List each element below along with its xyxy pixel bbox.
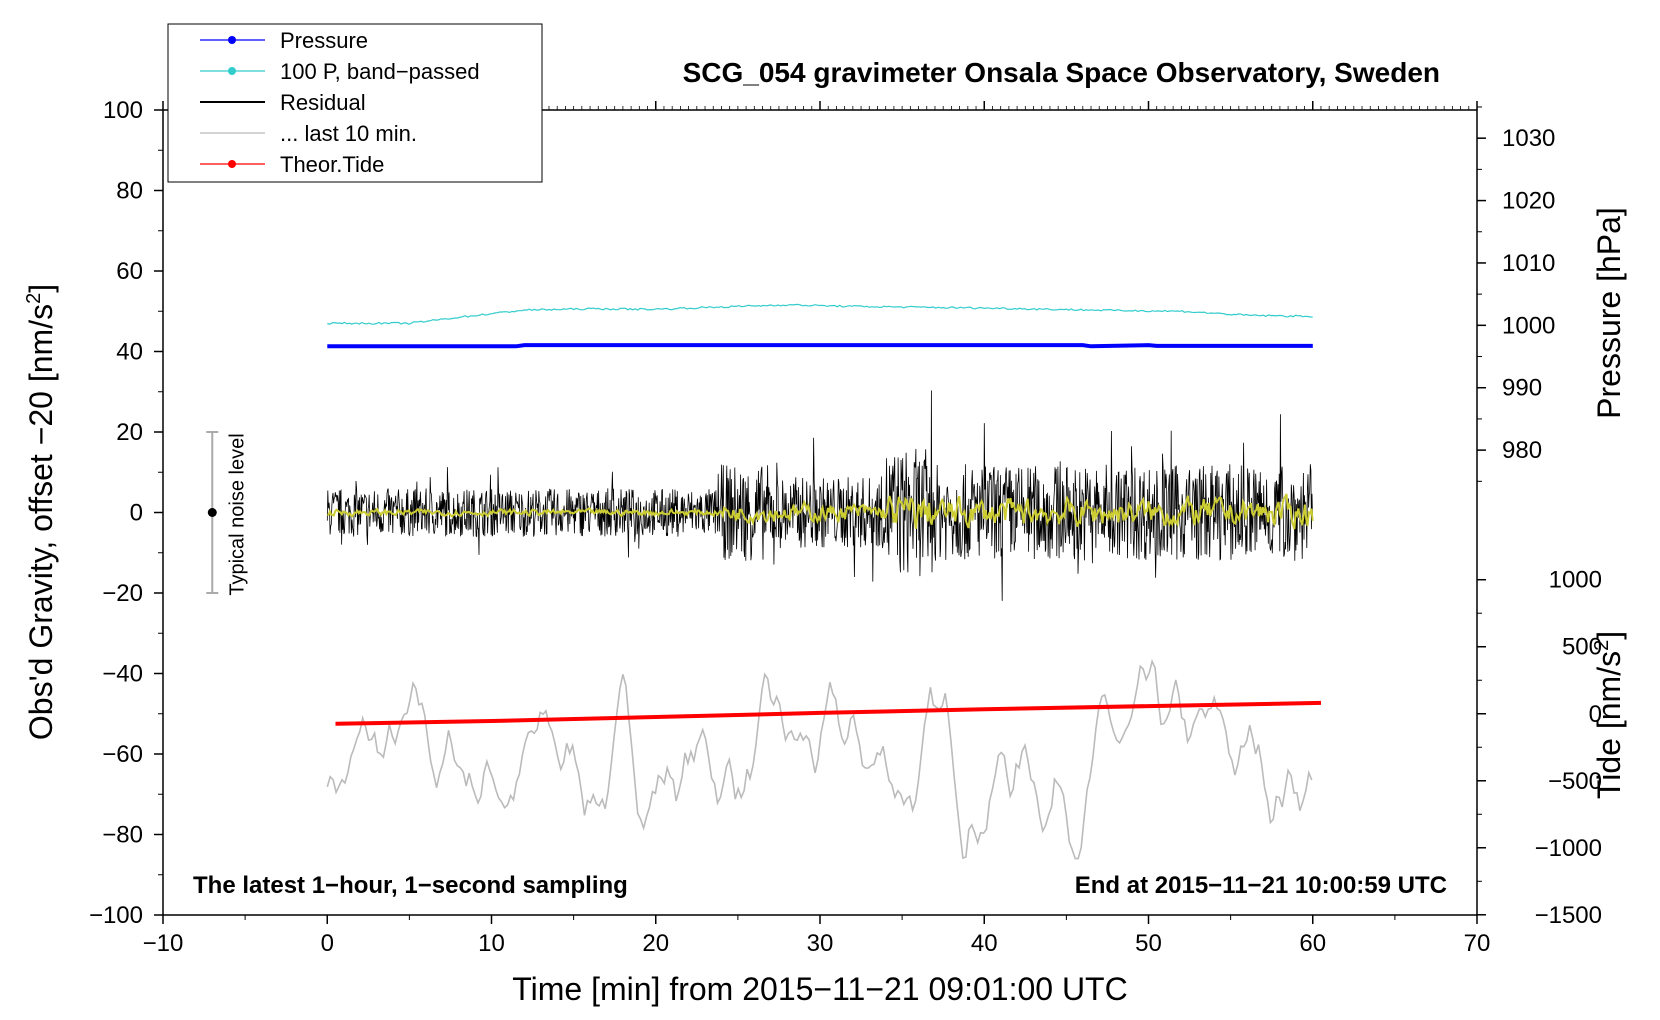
tide-tick-label: 500 [1562,634,1602,661]
legend-label: 100 P, band−passed [280,59,480,84]
y-tick-label: 40 [116,339,143,366]
data-traces [326,303,1322,860]
legend-label: Theor.Tide [280,152,384,177]
legend-label: Residual [280,90,366,115]
x-tick-label: 40 [971,930,998,957]
annotation-sampling: The latest 1−hour, 1−second sampling [193,872,628,899]
noise-level-indicator: Typical noise level [206,431,248,596]
y-tick-label: 80 [116,178,143,205]
x-tick-label: 20 [642,930,669,957]
legend-marker [228,67,236,75]
series-residual-smoothed [327,493,1314,530]
x-tick-label: 10 [478,930,505,957]
y-axis-label-left-text: Obs'd Gravity, offset −20 [nm/s [23,304,59,740]
legend-marker [228,36,236,44]
y-tick-label: 100 [103,97,143,124]
x-tick-label: 60 [1299,930,1326,957]
noise-level-label: Typical noise level [226,433,248,595]
y-tick-label: 20 [116,419,143,446]
tide-tick-label: 1000 [1549,567,1602,594]
legend: Pressure 100 P, band−passed Residual ... la… [167,23,543,183]
y-axis-label-tide-superscript: 2 [1591,640,1613,651]
noise-bar-center-dot [207,508,217,517]
x-tick-label: −10 [143,930,184,957]
pressure-tick-label: 980 [1502,437,1542,464]
y-tick-label: −100 [89,902,143,929]
series-band-passed-pressure [327,303,1313,325]
legend-label: Pressure [280,28,368,53]
y-axis-label-left-superscript: 2 [23,293,45,304]
legend-label: ... last 10 min. [280,121,417,146]
y-axis-label-tide: Tide [nm/s2] [1591,631,1627,799]
tide-tick-label: −500 [1548,768,1602,795]
tide-tick-label: −1000 [1535,835,1602,862]
axis-tick-labels: −10 0 10 20 30 40 50 60 70100806040200−20−40−60−… [89,97,1602,957]
y-axis-label-tide-end: ] [1591,631,1627,640]
x-axis-label: Time [min] from 2015−11−21 09:01:00 UTC [512,971,1127,1007]
pressure-tick-label: 1030 [1502,125,1555,152]
y-tick-label: −80 [102,822,143,849]
pressure-tick-label: 1020 [1502,188,1555,215]
legend-marker [228,160,236,168]
y-axis-label-pressure: Pressure [hPa] [1591,207,1627,419]
pressure-tick-label: 1000 [1502,312,1555,339]
chart-title: SCG_054 gravimeter Onsala Space Observat… [683,57,1440,88]
pressure-tick-label: 990 [1502,375,1542,402]
y-axis-label-left: Obs'd Gravity, offset −20 [nm/s2] [23,284,59,740]
y-tick-label: −40 [102,661,143,688]
y-axis-label-tide-text: Tide [nm/s [1591,651,1627,799]
x-tick-label: 50 [1135,930,1162,957]
y-axis-label-left-end: ] [23,284,59,293]
tide-tick-label: 0 [1589,701,1602,728]
series-residual [326,390,1313,601]
axis-ticks [154,101,1486,924]
pressure-tick-label: 1010 [1502,250,1555,277]
annotation-end-time: End at 2015−11−21 10:00:59 UTC [1075,872,1447,899]
series-last-10-min [326,659,1313,860]
y-tick-label: 60 [116,258,143,285]
x-tick-label: 70 [1464,930,1491,957]
series-theoretical-tide [335,700,1322,726]
x-tick-label: 0 [321,930,334,957]
tide-tick-label: −1500 [1535,902,1602,929]
y-tick-label: 0 [130,500,143,527]
y-tick-label: −60 [102,741,143,768]
x-tick-label: 30 [807,930,834,957]
series-pressure [327,343,1313,349]
y-tick-label: −20 [102,580,143,607]
